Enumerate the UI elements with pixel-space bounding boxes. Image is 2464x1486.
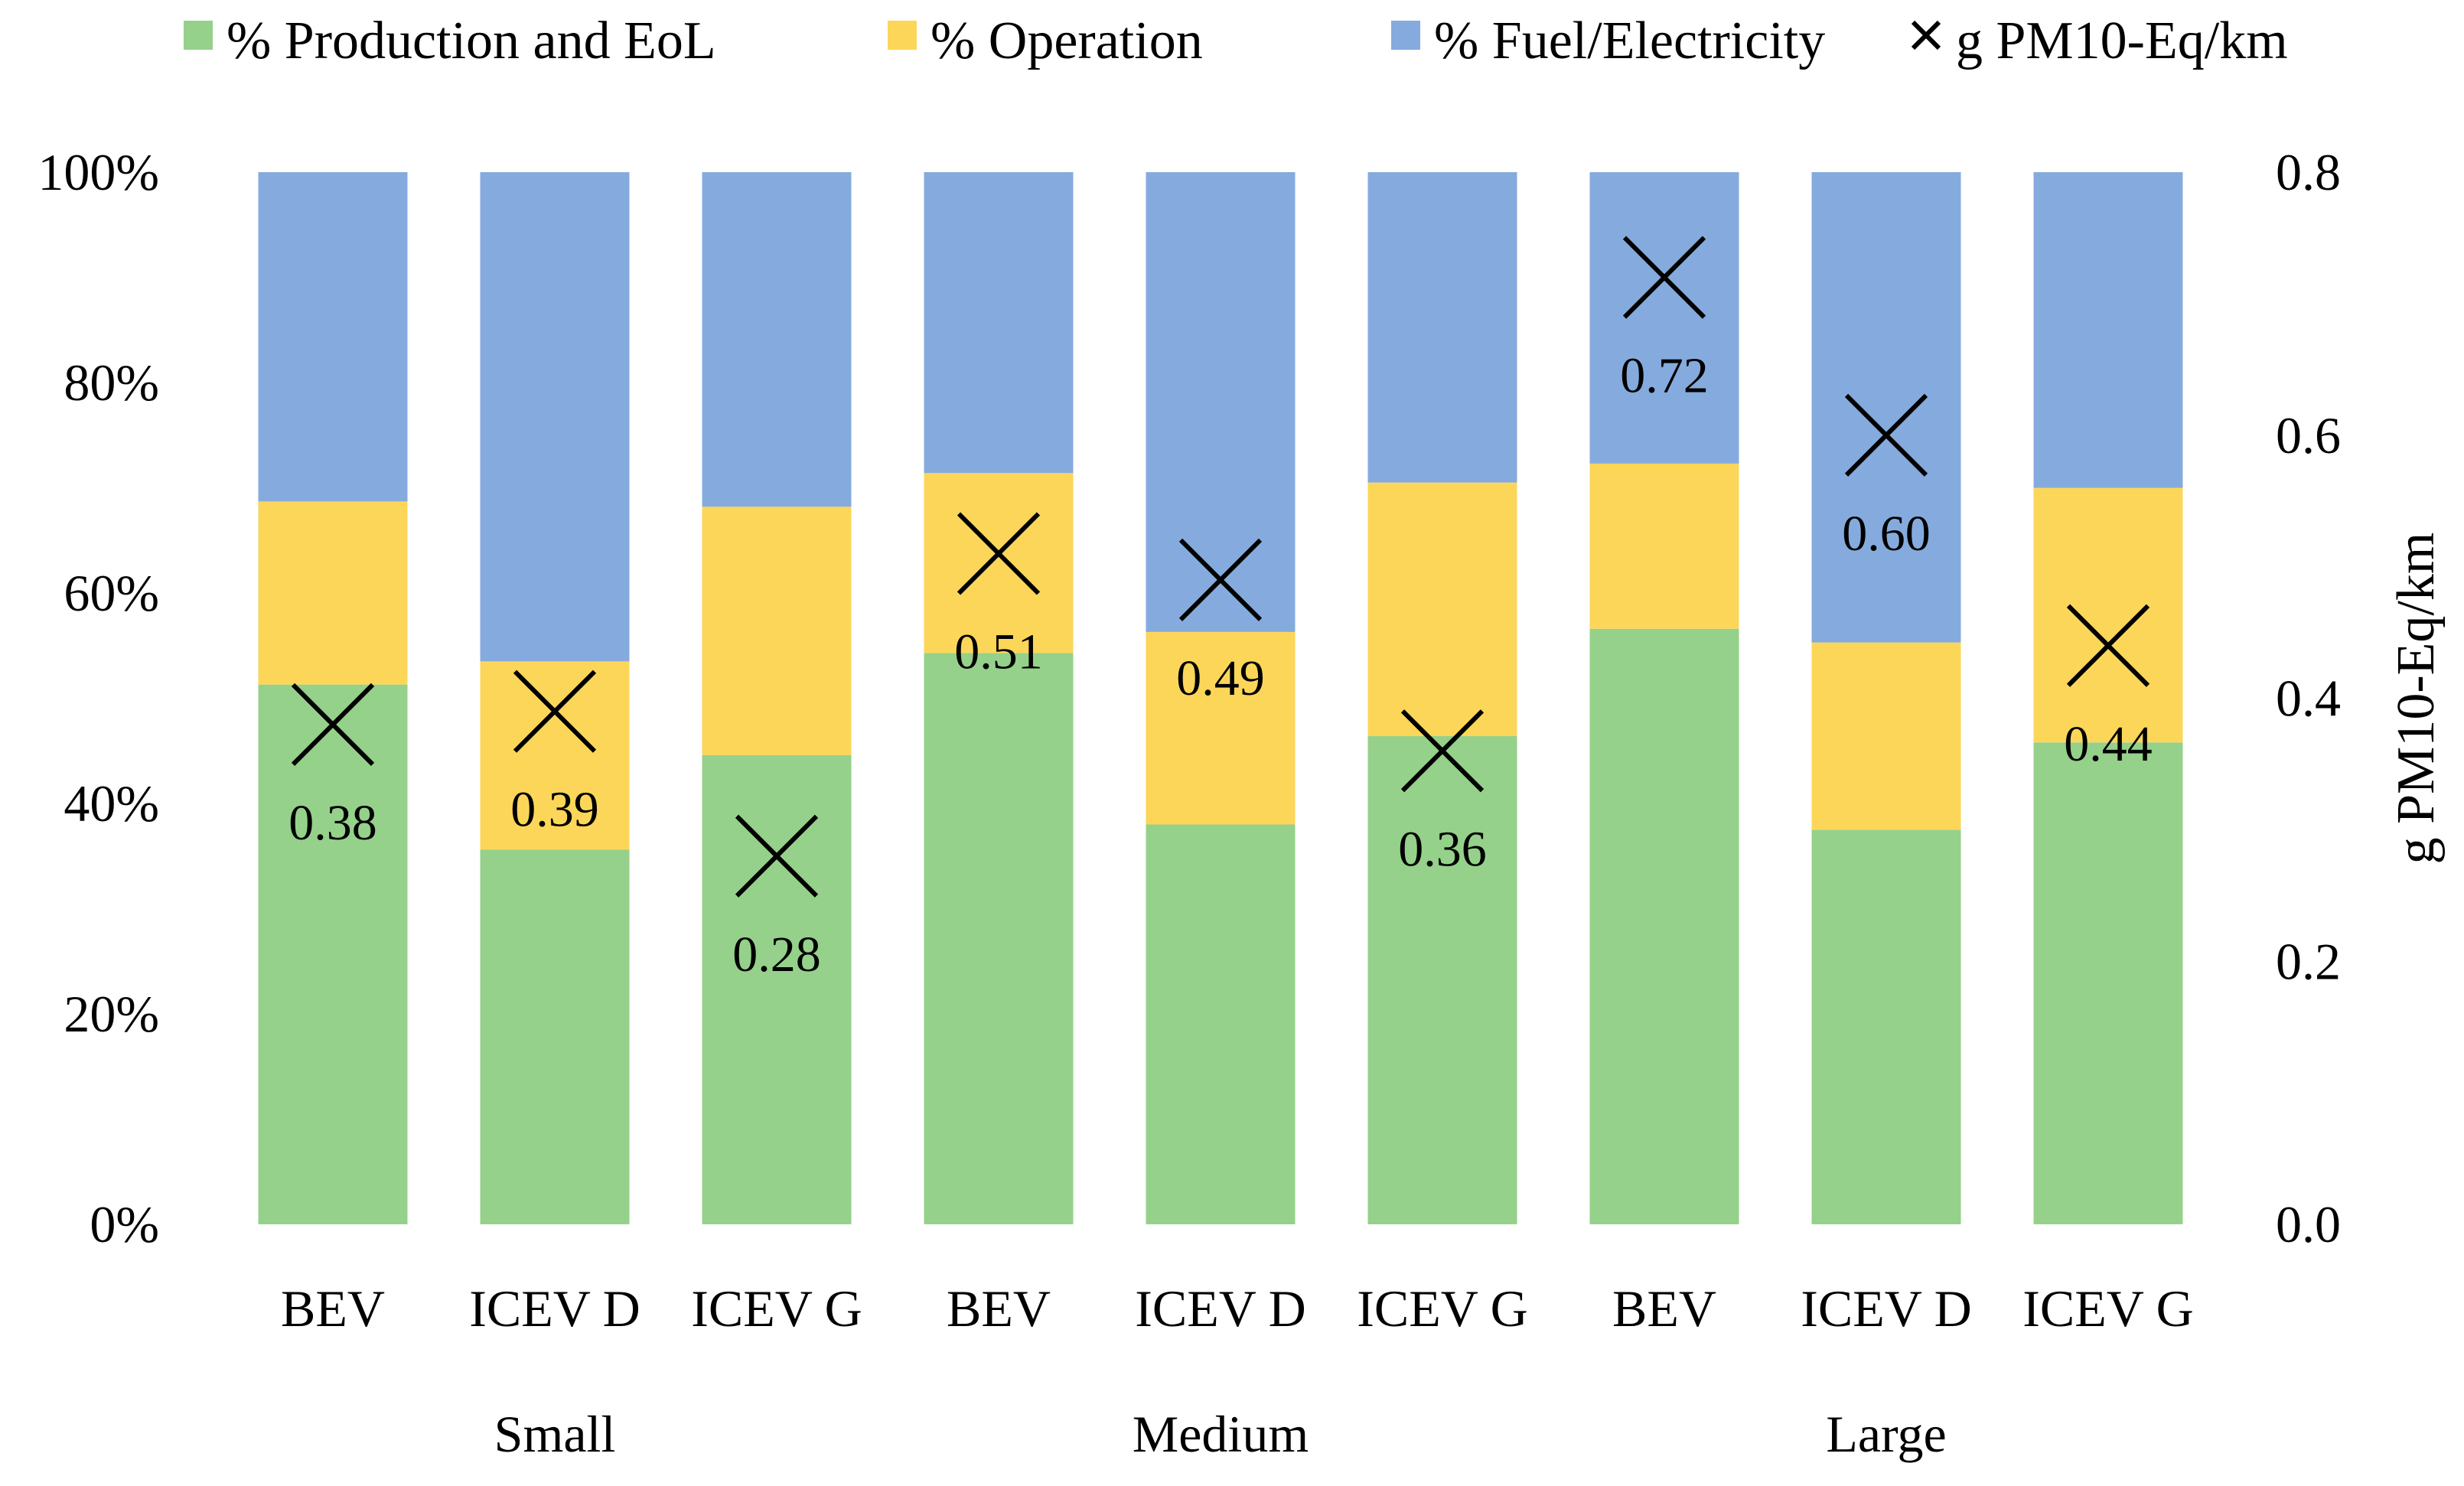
bar-segment-1-3 [924, 473, 1074, 653]
right-tick-4: 0.8 [2276, 143, 2341, 201]
category-label-0: BEV [281, 1279, 385, 1338]
bar-segment-0-8 [2033, 742, 2183, 1224]
data-label-4: 0.49 [1176, 650, 1265, 706]
right-tick-2: 0.4 [2276, 670, 2341, 728]
marker-x-0-b [291, 683, 375, 766]
bar-segment-2-3 [924, 172, 1074, 474]
bar-segment-0-2 [702, 754, 852, 1224]
marker-x-2-b [735, 814, 819, 898]
bar-segment-0-6 [1589, 628, 1739, 1224]
left-tick-2: 40% [64, 774, 159, 833]
bar-segment-2-2 [702, 172, 852, 507]
markers: 0.38 0.39 0.28 0.51 0.49 0.36 0.72 0.60 0.44 [288, 236, 2153, 983]
data-label-7: 0.60 [1842, 506, 1931, 562]
legend-swatch-0 [184, 21, 213, 50]
left-tick-1: 20% [64, 985, 159, 1043]
left-tick-3: 60% [64, 564, 159, 622]
category-label-8: ICEV G [2022, 1279, 2194, 1338]
data-label-2: 0.28 [732, 927, 821, 983]
bar-segment-2-1 [480, 172, 630, 662]
right-tick-0: 0.0 [2276, 1195, 2341, 1253]
marker-x-3-b [957, 512, 1041, 595]
x-axis: BEV ICEV D ICEV G BEV ICEV D ICEV G BEV ICEV D I… [281, 1279, 2194, 1463]
category-label-3: BEV [947, 1279, 1051, 1338]
category-label-1: ICEV D [469, 1279, 640, 1338]
bar-segment-2-5 [1367, 172, 1517, 483]
legend-swatch-2 [1391, 21, 1420, 50]
bar-segment-0-0 [258, 684, 408, 1224]
marker-x-4-b [1178, 538, 1263, 621]
bar-segment-1-1 [480, 661, 630, 850]
group-label-1: Medium [1133, 1405, 1309, 1463]
left-tick-5: 100% [37, 143, 159, 201]
bar-segment-0-7 [1811, 829, 1961, 1224]
data-label-3: 0.51 [954, 624, 1043, 679]
category-label-4: ICEV D [1135, 1279, 1306, 1338]
bar-segment-0-4 [1146, 824, 1296, 1224]
bar-segment-2-6 [1589, 172, 1739, 464]
marker-x-5-b [1400, 709, 1485, 793]
bar-segment-1-0 [258, 501, 408, 685]
legend-x-marker-b [1911, 20, 1941, 51]
left-axis: 0% 20% 40% 60% 80% 100% [37, 143, 159, 1253]
bar-segment-1-7 [1811, 642, 1961, 830]
bar-segment-0-3 [924, 653, 1074, 1224]
legend-label-2: % Fuel/Electricity [1434, 11, 1825, 70]
group-label-0: Small [494, 1405, 616, 1463]
right-tick-3: 0.6 [2276, 406, 2341, 464]
marker-x-7-b [1844, 393, 1928, 477]
legend-swatch-1 [888, 21, 917, 50]
bar-segment-0-5 [1367, 736, 1517, 1224]
marker-x-8-b [2066, 604, 2150, 687]
left-tick-4: 80% [64, 354, 159, 412]
marker-x-1-b [513, 670, 597, 753]
data-label-6: 0.72 [1620, 348, 1709, 404]
data-label-8: 0.44 [2064, 716, 2153, 772]
bar-segment-1-5 [1367, 482, 1517, 736]
marker-x-6-b [1622, 236, 1706, 319]
right-axis: 0.0 0.2 0.4 0.6 0.8 g PM10-Eq/km [2276, 143, 2446, 1253]
bar-segment-0-1 [480, 849, 630, 1224]
category-label-6: BEV [1612, 1279, 1716, 1338]
legend-label-3: g PM10-Eq/km [1956, 11, 2288, 70]
bar-segment-1-2 [702, 507, 852, 755]
group-label-2: Large [1826, 1405, 1946, 1463]
category-label-5: ICEV G [1357, 1279, 1528, 1338]
bar-segment-1-8 [2033, 487, 2183, 743]
legend-label-1: % Operation [931, 11, 1203, 70]
left-tick-0: 0% [90, 1195, 159, 1253]
category-label-2: ICEV G [691, 1279, 862, 1338]
data-label-0: 0.38 [288, 795, 377, 851]
category-label-7: ICEV D [1801, 1279, 1972, 1338]
bar-segment-2-4 [1146, 172, 1296, 632]
bar-segment-2-0 [258, 172, 408, 502]
bars [258, 172, 2183, 1224]
bar-segment-1-6 [1589, 463, 1739, 629]
bar-segment-1-4 [1146, 631, 1296, 825]
bar-segment-2-8 [2033, 172, 2183, 488]
bar-segment-2-7 [1811, 172, 1961, 643]
right-tick-1: 0.2 [2276, 932, 2341, 990]
data-label-5: 0.36 [1398, 821, 1487, 877]
legend-label-0: % Production and EoL [227, 11, 716, 70]
legend: % Production and EoL % Operation % Fuel/El… [184, 11, 2288, 70]
right-axis-title: g PM10-Eq/km [2387, 533, 2446, 865]
data-label-1: 0.39 [510, 782, 599, 838]
